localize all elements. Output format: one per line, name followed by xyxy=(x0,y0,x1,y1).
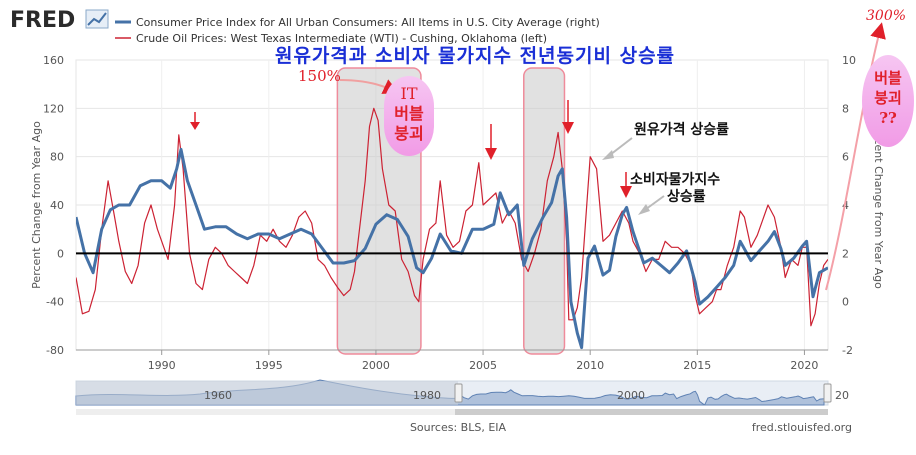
y-left-tick-label: 120 xyxy=(43,102,64,115)
fred-logo-text: FRED xyxy=(10,8,75,33)
navigator-label-1960: 1960 xyxy=(204,389,232,402)
cpi-arrow-head-icon xyxy=(638,204,650,215)
y-right-tick-label: 0 xyxy=(842,296,849,309)
series-line-oil xyxy=(76,107,828,327)
y-left-tick-label: 0 xyxy=(57,247,64,260)
arrow-300-icon xyxy=(825,22,886,291)
oil-label: 원유가격 상승률 xyxy=(634,121,729,138)
navigator-scrollbar-thumb[interactable] xyxy=(455,409,828,415)
arrow-150-icon xyxy=(339,79,400,94)
peak-arrows xyxy=(190,100,632,198)
peak-arrow-2011-head-icon xyxy=(620,186,632,198)
fred-site-link[interactable]: fred.stlouisfed.org xyxy=(752,421,852,434)
shaded-period-2 xyxy=(523,67,566,355)
x-tick-label: 1995 xyxy=(255,359,283,372)
series-layer xyxy=(76,107,828,350)
label-300-percent: 300% xyxy=(866,8,906,24)
overlay-title: 원유가격과 소비자 물가지수 전년동기비 상승률 xyxy=(275,45,675,67)
sources-text: Sources: BLS, EIA xyxy=(410,421,507,434)
peak-arrow-1991-head-icon xyxy=(190,122,200,130)
y-right-axis-title: Percent Change from Year Ago xyxy=(872,121,885,289)
y-right-tick-label: 10 xyxy=(842,54,856,67)
it-bubble-line3: 붕괴 xyxy=(394,124,423,143)
bubble-q-line1: 버블 xyxy=(874,69,902,87)
x-tick-label: 1990 xyxy=(148,359,176,372)
label-150-percent: 150% xyxy=(298,67,341,85)
y-right-tick-label: 8 xyxy=(842,102,849,115)
x-tick-label: 2010 xyxy=(576,359,604,372)
y-left-axis-title: Percent Change from Year Ago xyxy=(30,121,43,289)
navigator-right-handle[interactable] xyxy=(823,383,832,403)
y-left-tick-label: 160 xyxy=(43,54,64,67)
chart-line-icon xyxy=(85,9,109,29)
it-bubble-line1: IT xyxy=(401,84,418,103)
navigator-label-20: 20 xyxy=(835,389,849,402)
y-right-tick-label: -2 xyxy=(842,344,853,357)
legend-label-oil: Crude Oil Prices: West Texas Intermediat… xyxy=(136,32,547,45)
y-right-tick-label: 2 xyxy=(842,247,849,260)
y-left-tick-label: -40 xyxy=(46,296,64,309)
fred-logo[interactable]: FRED xyxy=(10,8,109,33)
navigator-label-1980: 1980 xyxy=(413,389,441,402)
legend-label-cpi: Consumer Price Index for All Urban Consu… xyxy=(136,16,600,29)
x-tick-label: 2005 xyxy=(469,359,497,372)
y-left-tick-label: 80 xyxy=(50,151,64,164)
navigator-label-2000: 2000 xyxy=(617,389,645,402)
y-left-tick-label: -80 xyxy=(46,344,64,357)
bubble-question-badge xyxy=(862,55,914,147)
oil-arrow-head-icon xyxy=(602,150,614,160)
peak-arrow-2008-head-icon xyxy=(562,122,574,134)
range-navigator[interactable]: 1960 1980 2000 20 xyxy=(75,379,849,415)
navigator-mask xyxy=(76,381,458,405)
series-line-cpi xyxy=(76,147,828,350)
cpi-label-line2: 상승률 xyxy=(667,188,706,205)
navigator-scrollbar[interactable] xyxy=(76,409,828,415)
legend: Consumer Price Index for All Urban Consu… xyxy=(115,16,600,45)
navigator-left-handle[interactable] xyxy=(454,383,463,403)
bubble-q-line2: 붕괴 xyxy=(874,89,902,107)
peak-arrow-2005-head-icon xyxy=(485,148,497,160)
y-left-tick-label: 40 xyxy=(50,199,64,212)
x-tick-label: 2020 xyxy=(790,359,818,372)
cpi-label-line1: 소비자물가지수 xyxy=(630,172,720,188)
it-bubble-badge xyxy=(384,76,434,156)
it-bubble-line2: 버블 xyxy=(394,104,424,123)
y-right-tick-label: 6 xyxy=(842,151,849,164)
bubble-q-line3: ?? xyxy=(879,109,897,127)
x-tick-label: 2015 xyxy=(683,359,711,372)
x-tick-label: 2000 xyxy=(362,359,390,372)
